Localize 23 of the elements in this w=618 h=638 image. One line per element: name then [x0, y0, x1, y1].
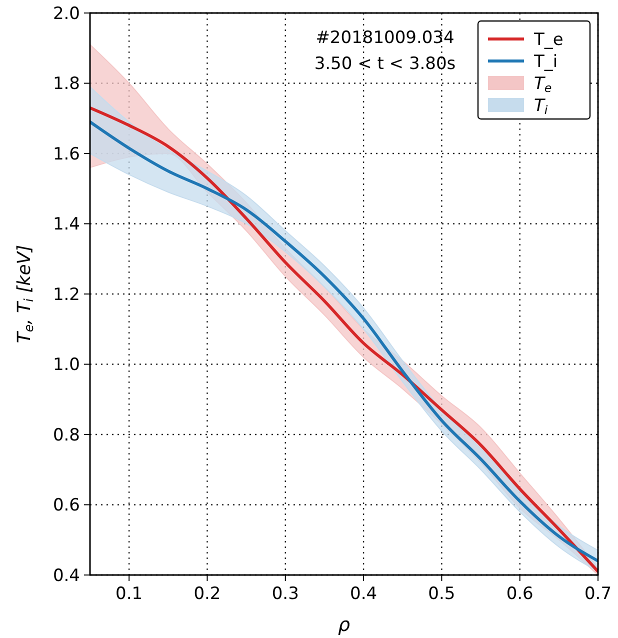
x-axis-title: ρ: [338, 614, 350, 636]
y-tick-label: 1.0: [52, 355, 80, 376]
legend-label: T_i: [533, 52, 558, 72]
y-tick-label: 1.8: [52, 74, 80, 94]
legend-label: T$_{i}$: [534, 96, 548, 117]
x-tick-label: 0.1: [116, 584, 143, 604]
y-tick-label: 1.6: [52, 144, 80, 164]
y-tick-label: 2.0: [52, 4, 80, 24]
y-tick-label: 1.2: [52, 284, 80, 305]
x-tick-label: 0.6: [506, 584, 534, 604]
x-tick-label: 0.5: [428, 584, 456, 604]
y-tick-label: 0.4: [52, 566, 80, 586]
y-tick-label: 1.4: [52, 214, 80, 235]
annotation: 3.50 < t < 3.80s: [314, 54, 456, 74]
x-tick-label: 0.2: [194, 584, 221, 604]
x-tick-label: 0.7: [584, 584, 612, 604]
y-tick-label: 0.8: [52, 425, 80, 446]
annotation: #20181009.034: [316, 28, 454, 48]
legend-label: T$_{e}$: [534, 74, 552, 95]
y-tick-label: 0.6: [52, 496, 80, 516]
x-tick-label: 0.4: [350, 584, 378, 604]
x-tick-label: 0.3: [272, 584, 299, 604]
legend-label: T_e: [533, 30, 564, 50]
